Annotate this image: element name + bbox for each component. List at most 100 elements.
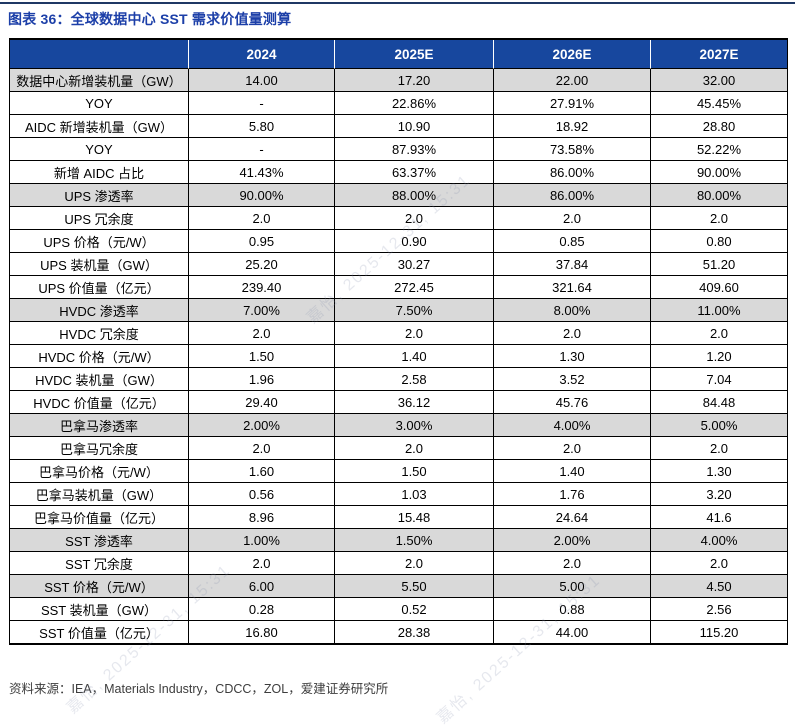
value-cell-2027e: 41.6	[651, 506, 788, 529]
value-cell-2024: 0.28	[189, 598, 335, 621]
value-cell-2024: 2.0	[189, 437, 335, 460]
row-label-cell: 巴拿马冗余度	[10, 437, 189, 460]
value-cell-2024: 16.80	[189, 621, 335, 645]
value-cell-2025e: 87.93%	[335, 138, 494, 161]
table-row: UPS 渗透率 90.00% 88.00% 86.00% 80.00%	[10, 184, 788, 207]
value-cell-2026e: 8.00%	[494, 299, 651, 322]
value-cell-2024: 2.0	[189, 552, 335, 575]
table-row: 数据中心新增装机量（GW） 14.00 17.20 22.00 32.00	[10, 69, 788, 92]
table-row: UPS 冗余度 2.0 2.0 2.0 2.0	[10, 207, 788, 230]
row-label-cell: 巴拿马装机量（GW）	[10, 483, 189, 506]
value-cell-2026e: 73.58%	[494, 138, 651, 161]
table-body: 数据中心新增装机量（GW） 14.00 17.20 22.00 32.00 YO…	[10, 69, 788, 645]
table-header-row: 2024 2025E 2026E 2027E	[10, 40, 788, 69]
header-cell-2025e: 2025E	[335, 40, 494, 69]
value-cell-2024: 14.00	[189, 69, 335, 92]
value-cell-2027e: 28.80	[651, 115, 788, 138]
header-cell-rowlabel	[10, 40, 189, 69]
table-row: SST 冗余度 2.0 2.0 2.0 2.0	[10, 552, 788, 575]
row-label-cell: SST 渗透率	[10, 529, 189, 552]
value-cell-2025e: 7.50%	[335, 299, 494, 322]
value-cell-2025e: 1.50%	[335, 529, 494, 552]
table-row: HVDC 装机量（GW） 1.96 2.58 3.52 7.04	[10, 368, 788, 391]
value-cell-2027e: 5.00%	[651, 414, 788, 437]
value-cell-2024: -	[189, 138, 335, 161]
value-cell-2024: 1.96	[189, 368, 335, 391]
table-row: 巴拿马价格（元/W） 1.60 1.50 1.40 1.30	[10, 460, 788, 483]
value-cell-2026e: 22.00	[494, 69, 651, 92]
value-cell-2026e: 2.00%	[494, 529, 651, 552]
value-cell-2026e: 27.91%	[494, 92, 651, 115]
value-cell-2027e: 2.0	[651, 207, 788, 230]
value-cell-2025e: 17.20	[335, 69, 494, 92]
table-row: 巴拿马渗透率 2.00% 3.00% 4.00% 5.00%	[10, 414, 788, 437]
table-row: 新增 AIDC 占比 41.43% 63.37% 86.00% 90.00%	[10, 161, 788, 184]
figure-title: 图表 36：全球数据中心 SST 需求价值量测算	[8, 11, 292, 27]
value-cell-2027e: 115.20	[651, 621, 788, 645]
row-label-cell: 巴拿马渗透率	[10, 414, 189, 437]
top-divider-rule	[0, 2, 795, 4]
value-cell-2026e: 44.00	[494, 621, 651, 645]
table-row: 巴拿马装机量（GW） 0.56 1.03 1.76 3.20	[10, 483, 788, 506]
value-cell-2024: 8.96	[189, 506, 335, 529]
value-cell-2024: 2.0	[189, 207, 335, 230]
value-cell-2027e: 2.0	[651, 437, 788, 460]
value-cell-2027e: 45.45%	[651, 92, 788, 115]
value-cell-2024: 2.00%	[189, 414, 335, 437]
value-cell-2024: 90.00%	[189, 184, 335, 207]
row-label-cell: SST 价值量（亿元）	[10, 621, 189, 645]
value-cell-2026e: 4.00%	[494, 414, 651, 437]
value-cell-2025e: 28.38	[335, 621, 494, 645]
row-label-cell: UPS 价值量（亿元）	[10, 276, 189, 299]
sst-demand-table: 2024 2025E 2026E 2027E 数据中心新增装机量（GW） 14.…	[9, 38, 788, 645]
value-cell-2026e: 0.85	[494, 230, 651, 253]
value-cell-2025e: 1.50	[335, 460, 494, 483]
value-cell-2024: 239.40	[189, 276, 335, 299]
value-cell-2026e: 2.0	[494, 322, 651, 345]
value-cell-2025e: 88.00%	[335, 184, 494, 207]
table-row: SST 装机量（GW） 0.28 0.52 0.88 2.56	[10, 598, 788, 621]
value-cell-2026e: 0.88	[494, 598, 651, 621]
table-row: UPS 装机量（GW） 25.20 30.27 37.84 51.20	[10, 253, 788, 276]
value-cell-2025e: 2.0	[335, 322, 494, 345]
row-label-cell: 新增 AIDC 占比	[10, 161, 189, 184]
table-row: SST 价值量（亿元） 16.80 28.38 44.00 115.20	[10, 621, 788, 645]
value-cell-2027e: 4.00%	[651, 529, 788, 552]
value-cell-2025e: 1.40	[335, 345, 494, 368]
value-cell-2027e: 51.20	[651, 253, 788, 276]
value-cell-2026e: 2.0	[494, 437, 651, 460]
value-cell-2026e: 5.00	[494, 575, 651, 598]
value-cell-2027e: 90.00%	[651, 161, 788, 184]
value-cell-2024: 7.00%	[189, 299, 335, 322]
value-cell-2027e: 7.04	[651, 368, 788, 391]
header-cell-2026e: 2026E	[494, 40, 651, 69]
value-cell-2025e: 10.90	[335, 115, 494, 138]
value-cell-2027e: 1.30	[651, 460, 788, 483]
row-label-cell: UPS 装机量（GW）	[10, 253, 189, 276]
value-cell-2024: 1.60	[189, 460, 335, 483]
value-cell-2026e: 24.64	[494, 506, 651, 529]
table-row: HVDC 价格（元/W） 1.50 1.40 1.30 1.20	[10, 345, 788, 368]
row-label-cell: 巴拿马价格（元/W）	[10, 460, 189, 483]
row-label-cell: SST 价格（元/W）	[10, 575, 189, 598]
value-cell-2027e: 409.60	[651, 276, 788, 299]
value-cell-2026e: 3.52	[494, 368, 651, 391]
value-cell-2027e: 4.50	[651, 575, 788, 598]
value-cell-2026e: 18.92	[494, 115, 651, 138]
table-row: 巴拿马价值量（亿元） 8.96 15.48 24.64 41.6	[10, 506, 788, 529]
row-label-cell: HVDC 价格（元/W）	[10, 345, 189, 368]
value-cell-2024: 5.80	[189, 115, 335, 138]
value-cell-2025e: 15.48	[335, 506, 494, 529]
value-cell-2025e: 22.86%	[335, 92, 494, 115]
row-label-cell: SST 冗余度	[10, 552, 189, 575]
value-cell-2026e: 45.76	[494, 391, 651, 414]
value-cell-2027e: 1.20	[651, 345, 788, 368]
row-label-cell: HVDC 渗透率	[10, 299, 189, 322]
value-cell-2026e: 321.64	[494, 276, 651, 299]
row-label-cell: YOY	[10, 92, 189, 115]
value-cell-2026e: 2.0	[494, 552, 651, 575]
value-cell-2024: 2.0	[189, 322, 335, 345]
value-cell-2026e: 86.00%	[494, 161, 651, 184]
header-cell-2024: 2024	[189, 40, 335, 69]
